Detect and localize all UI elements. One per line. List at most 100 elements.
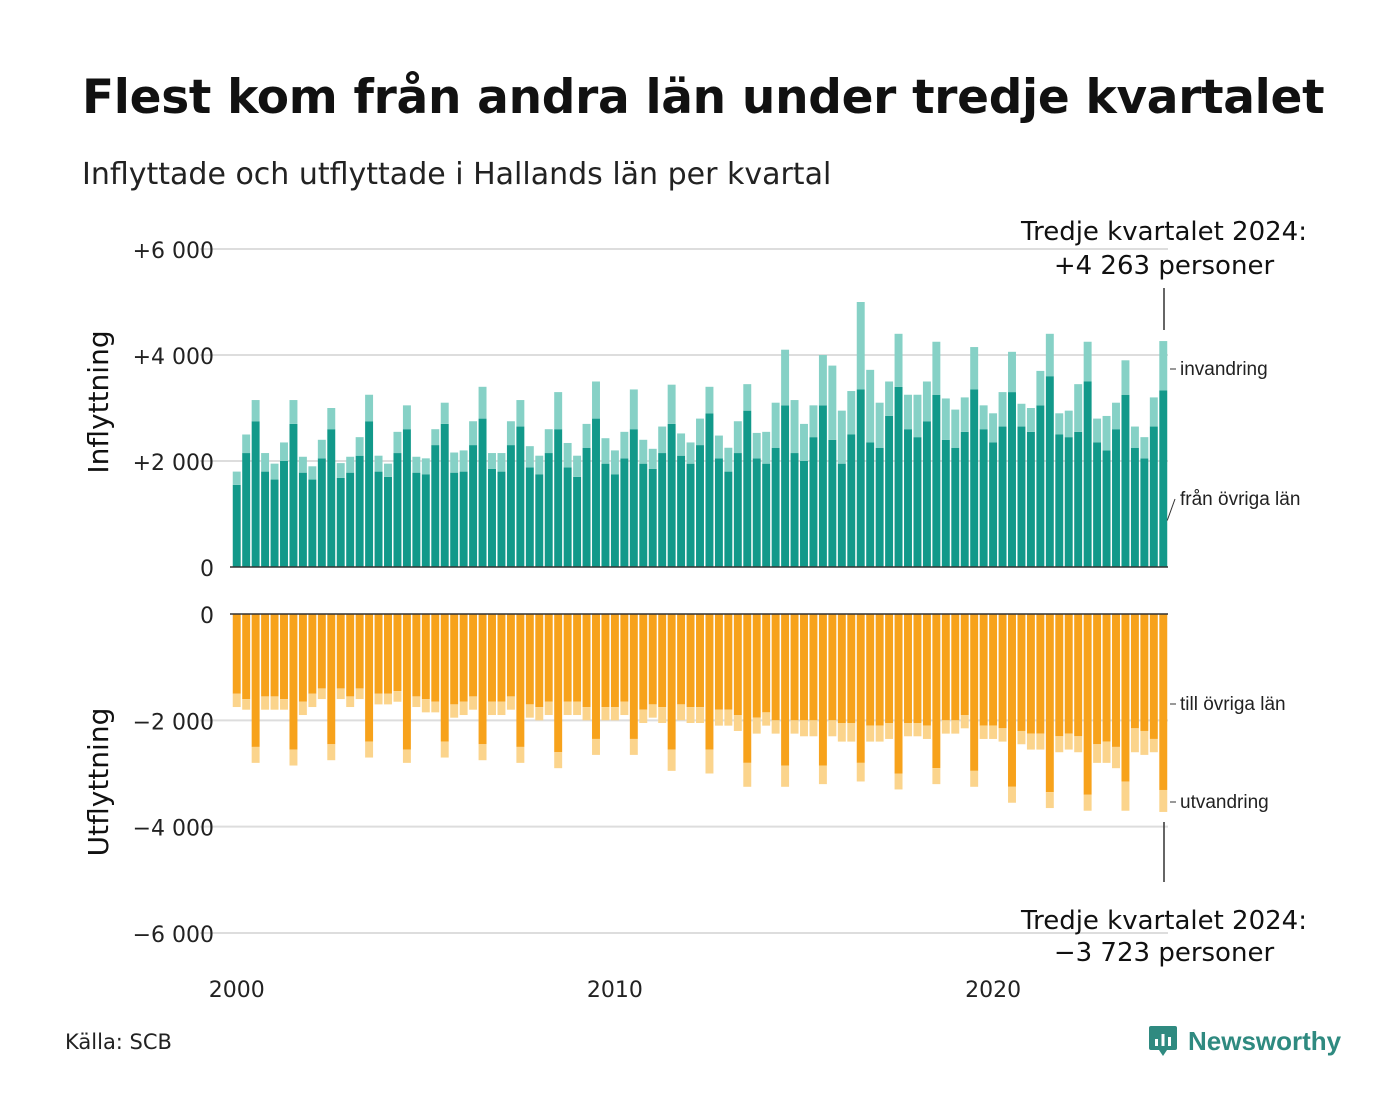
bar-out-other-counties: [374, 614, 383, 694]
bar-immigration: [1074, 384, 1083, 432]
bar-in-other-counties: [809, 437, 818, 567]
bar-out-other-counties: [800, 614, 808, 721]
bar-in-other-counties: [979, 429, 988, 567]
bar-in-other-counties: [516, 426, 525, 567]
bar-immigration: [431, 429, 440, 446]
bar-immigration: [714, 435, 723, 459]
bar-out-other-counties: [251, 614, 260, 747]
bar-out-other-counties: [658, 614, 667, 708]
annotation-value-bottom: −3 723 personer: [1054, 938, 1275, 968]
bar-out-other-counties: [733, 614, 742, 716]
bar-out-other-counties: [346, 614, 355, 697]
bar-out-other-counties: [752, 614, 761, 718]
bar-immigration: [544, 429, 553, 454]
bar-emigration: [960, 715, 969, 729]
bar-out-other-counties: [1093, 614, 1102, 745]
bar-out-other-counties: [743, 614, 752, 763]
bar-immigration: [1083, 341, 1092, 382]
bar-out-other-counties: [837, 614, 846, 723]
bar-emigration: [1140, 730, 1149, 755]
bar-out-other-counties: [856, 614, 865, 763]
bar-out-other-counties: [866, 614, 875, 726]
bar-in-other-counties: [629, 429, 638, 567]
bar-emigration: [261, 696, 270, 710]
bar-immigration: [894, 333, 903, 387]
bar-emigration: [620, 701, 629, 716]
bar-emigration: [1045, 792, 1054, 809]
bar-immigration: [800, 423, 808, 461]
bar-emigration: [327, 744, 336, 761]
bar-emigration: [1064, 733, 1073, 750]
bar-immigration: [497, 453, 506, 472]
bar-emigration: [251, 746, 260, 763]
bar-in-other-counties: [1036, 405, 1045, 567]
bar-emigration: [875, 725, 884, 742]
bar-out-other-counties: [696, 614, 704, 708]
bar-out-other-counties: [648, 614, 657, 705]
bar-in-other-counties: [374, 471, 383, 567]
bar-emigration: [1130, 728, 1139, 753]
bar-immigration: [922, 381, 931, 422]
bar-out-other-counties: [516, 614, 525, 747]
bar-immigration: [1159, 341, 1168, 391]
bar-out-other-counties: [592, 614, 600, 739]
brand-name: Newsworthy: [1188, 1025, 1342, 1056]
bar-emigration: [336, 688, 345, 700]
bar-in-other-counties: [478, 418, 487, 567]
bar-immigration: [648, 448, 657, 469]
bar-emigration: [431, 701, 440, 713]
bar-in-other-counties: [752, 458, 761, 567]
y-tick-label: +6 000: [133, 239, 214, 264]
bar-in-other-counties: [1130, 447, 1139, 567]
bar-out-other-counties: [384, 614, 392, 694]
bar-in-other-counties: [658, 453, 667, 567]
bar-in-other-counties: [289, 423, 298, 567]
bar-immigration: [686, 442, 695, 464]
x-tick-label: 2000: [209, 978, 265, 1003]
bar-in-other-counties: [610, 474, 619, 567]
bar-immigration: [1045, 333, 1054, 377]
bar-in-other-counties: [1121, 394, 1130, 567]
bar-emigration: [516, 746, 525, 763]
bar-in-other-counties: [592, 418, 600, 567]
bar-immigration: [459, 450, 468, 472]
bar-emigration: [497, 701, 506, 716]
brand-logo[interactable]: Newsworthy: [1148, 1024, 1341, 1058]
bar-in-other-counties: [705, 413, 714, 567]
bar-out-other-counties: [1008, 614, 1016, 787]
bar-emigration: [346, 696, 355, 708]
bar-out-other-counties: [1055, 614, 1064, 737]
bar-out-other-counties: [970, 614, 979, 771]
bar-immigration: [582, 423, 591, 448]
bar-out-other-counties: [1102, 614, 1111, 742]
bar-in-other-counties: [412, 472, 421, 567]
bar-immigration: [696, 418, 704, 446]
bar-emigration: [601, 707, 610, 721]
annotation-title-top: Tredje kvartalet 2024:: [1020, 217, 1307, 247]
bar-emigration: [412, 696, 421, 708]
bar-in-other-counties: [904, 429, 912, 567]
bar-emigration: [941, 720, 950, 734]
bar-out-other-counties: [327, 614, 336, 745]
bar-emigration: [563, 701, 572, 716]
bar-immigration: [298, 456, 307, 473]
bar-emigration: [762, 712, 771, 726]
bar-in-other-counties: [1055, 434, 1064, 567]
bar-emigration: [809, 720, 818, 737]
bar-immigration: [1017, 403, 1026, 427]
bar-emigration: [1074, 736, 1083, 753]
bar-out-other-counties: [1017, 614, 1026, 731]
bar-out-other-counties: [402, 614, 411, 750]
bar-immigration: [261, 453, 270, 472]
bar-emigration: [894, 773, 903, 790]
bar-in-other-counties: [733, 453, 742, 567]
bar-emigration: [790, 720, 799, 734]
bar-out-other-counties: [1121, 614, 1130, 782]
bar-emigration: [847, 722, 856, 742]
bar-in-other-counties: [762, 463, 771, 567]
bar-in-other-counties: [308, 479, 317, 567]
y-axis-label-utflyttning: Utflyttning: [82, 708, 115, 857]
bar-out-other-counties: [308, 614, 317, 694]
bar-in-other-counties: [1026, 431, 1035, 567]
bar-emigration: [866, 725, 875, 742]
